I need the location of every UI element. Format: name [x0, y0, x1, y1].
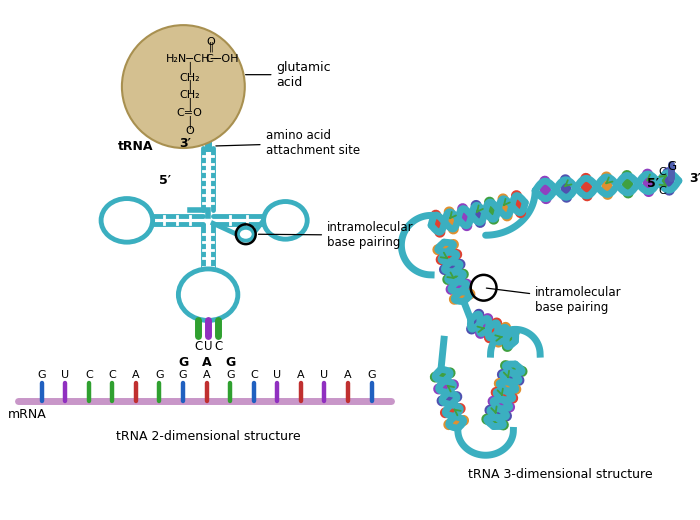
- Text: A: A: [132, 370, 140, 380]
- Text: G: G: [178, 370, 188, 380]
- Text: U: U: [61, 370, 69, 380]
- Text: C: C: [85, 370, 92, 380]
- Text: C: C: [658, 186, 666, 196]
- Text: U: U: [204, 340, 212, 353]
- Text: G: G: [225, 356, 235, 369]
- Text: CH₂: CH₂: [179, 90, 200, 100]
- Text: H₂N: H₂N: [165, 54, 187, 64]
- Text: G: G: [155, 370, 164, 380]
- Text: C=O: C=O: [176, 108, 202, 119]
- Text: C: C: [194, 340, 202, 353]
- Text: CH₂: CH₂: [179, 73, 200, 83]
- Ellipse shape: [178, 269, 238, 320]
- Ellipse shape: [238, 228, 253, 241]
- Text: 5′: 5′: [647, 177, 659, 190]
- Text: 5′: 5′: [160, 174, 172, 187]
- Text: 3′: 3′: [179, 137, 191, 150]
- Text: A: A: [297, 370, 304, 380]
- Ellipse shape: [264, 202, 307, 239]
- Text: tRNA 3-dimensional structure: tRNA 3-dimensional structure: [468, 468, 652, 481]
- Text: G: G: [37, 370, 46, 380]
- Text: G: G: [226, 370, 234, 380]
- Text: mRNA: mRNA: [8, 408, 47, 421]
- Text: │: │: [186, 80, 193, 93]
- Text: intramolecular
base pairing: intramolecular base pairing: [258, 221, 414, 249]
- Text: tRNA: tRNA: [118, 139, 153, 152]
- Ellipse shape: [122, 25, 245, 148]
- Text: −CH−: −CH−: [186, 54, 220, 64]
- Text: C: C: [205, 54, 213, 64]
- Text: intramolecular
base pairing: intramolecular base pairing: [486, 285, 622, 314]
- Text: −OH: −OH: [213, 54, 239, 64]
- Text: │: │: [186, 62, 193, 75]
- Text: 3′: 3′: [689, 172, 700, 185]
- Text: O: O: [206, 37, 216, 47]
- Text: G: G: [368, 370, 376, 380]
- Text: │: │: [186, 116, 193, 129]
- Text: U: U: [273, 370, 281, 380]
- Text: tRNA 2-dimensional structure: tRNA 2-dimensional structure: [116, 431, 300, 444]
- Text: C: C: [658, 167, 666, 177]
- Text: G: G: [667, 160, 676, 173]
- Text: amino acid
attachment site: amino acid attachment site: [216, 129, 360, 157]
- Text: │: │: [186, 98, 193, 111]
- Text: A: A: [203, 370, 211, 380]
- Text: ‖: ‖: [209, 42, 214, 52]
- Text: C: C: [250, 370, 258, 380]
- Text: glutamic
acid: glutamic acid: [246, 61, 331, 89]
- Text: O: O: [185, 126, 194, 136]
- Ellipse shape: [101, 199, 153, 242]
- Text: C: C: [214, 340, 222, 353]
- Text: A: A: [344, 370, 352, 380]
- Text: U: U: [321, 370, 328, 380]
- Text: A: A: [202, 356, 211, 369]
- Text: G: G: [178, 356, 188, 369]
- Text: C: C: [108, 370, 116, 380]
